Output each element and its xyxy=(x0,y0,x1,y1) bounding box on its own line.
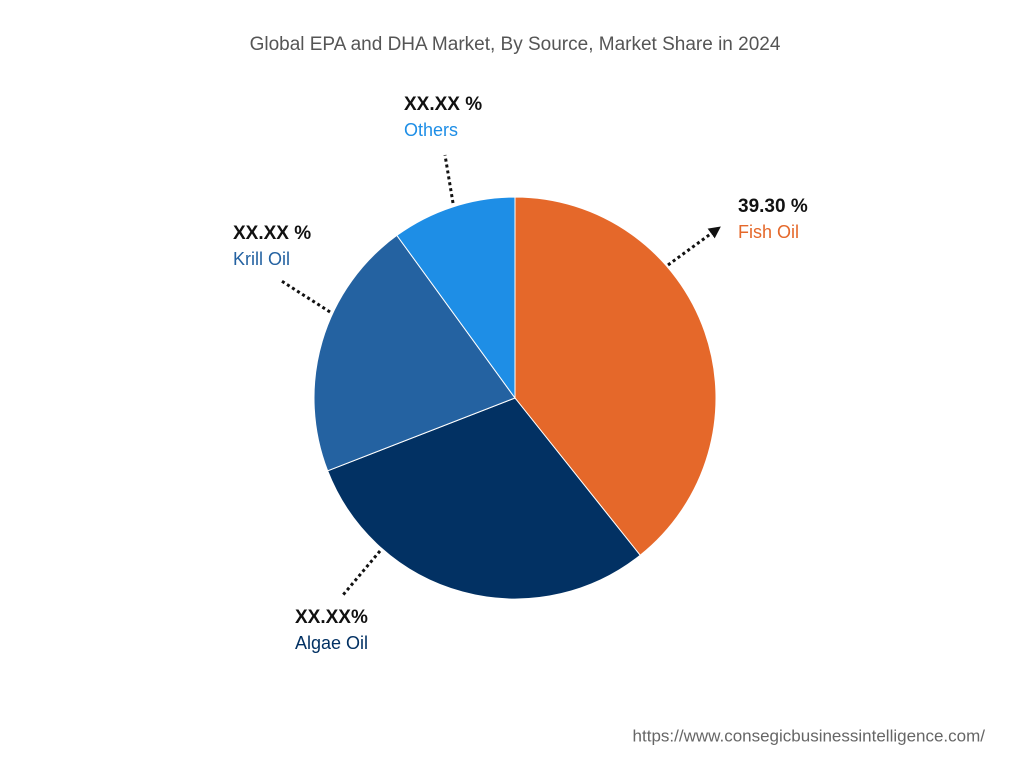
value-label: XX.XX % xyxy=(404,94,482,115)
pie-slice xyxy=(327,397,641,600)
category-label: Algae Oil xyxy=(295,633,368,653)
category-label: Fish Oil xyxy=(738,222,799,242)
source-url: https://www.consegicbusinessintelligence… xyxy=(633,726,986,745)
chart-title: Global EPA and DHA Market, By Source, Ma… xyxy=(250,34,781,55)
category-label: Others xyxy=(404,120,458,140)
value-label: XX.XX% xyxy=(295,607,368,628)
pie-slice xyxy=(313,234,516,472)
value-label: 39.30 % xyxy=(738,196,808,217)
leader-line xyxy=(443,154,455,204)
leader-line xyxy=(341,550,382,596)
pie-slice xyxy=(514,196,717,556)
pie-slice xyxy=(396,196,516,400)
value-label: XX.XX % xyxy=(233,223,311,244)
category-label: Krill Oil xyxy=(233,249,290,269)
leader-line xyxy=(667,226,721,267)
leader-line xyxy=(279,278,331,314)
